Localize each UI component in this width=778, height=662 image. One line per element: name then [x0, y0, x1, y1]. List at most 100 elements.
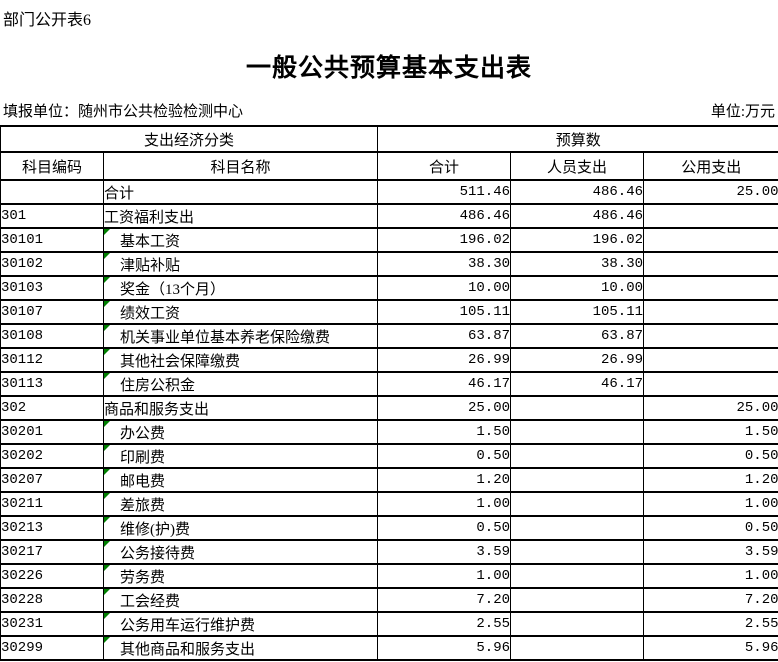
- cell-public: [643, 275, 778, 301]
- doc-label: 部门公开表6: [3, 12, 92, 29]
- cell-total: 2.55: [377, 611, 512, 637]
- cell-public: 1.00: [643, 563, 778, 589]
- cell-total: 46.17: [377, 371, 512, 397]
- cell-subject-name: 基本工资: [102, 227, 379, 253]
- cell-subject-code: 30231: [0, 611, 104, 637]
- cell-public: 3.59: [643, 539, 778, 565]
- table-row: 30113 住房公积金 46.17 46.17: [0, 371, 778, 397]
- table-row: 30228 工会经费 7.20 7.20: [0, 587, 778, 613]
- cell-total: 196.02: [377, 227, 512, 253]
- cell-subject-code: 30113: [0, 371, 104, 397]
- table-row: 30202 印刷费 0.50 0.50: [0, 443, 778, 469]
- cell-subject-code: 30201: [0, 419, 104, 445]
- cell-public: 0.50: [643, 515, 778, 541]
- cell-personnel: [510, 467, 645, 493]
- cell-subject-name: 奖金（13个月）: [102, 275, 379, 301]
- table-header: 支出经济分类 预算数 科目编码 科目名称 合计 人员支出 公用支出: [0, 125, 778, 181]
- cell-total: 5.96: [377, 635, 512, 661]
- cell-subject-code: 30213: [0, 515, 104, 541]
- cell-public: 25.00: [643, 179, 778, 205]
- cell-subject-name: 工资福利支出: [102, 203, 379, 229]
- table-row: 30103 奖金（13个月） 10.00 10.00: [0, 275, 778, 301]
- cell-personnel: [510, 611, 645, 637]
- cell-personnel: 63.87: [510, 323, 645, 349]
- cell-subject-code: 30103: [0, 275, 104, 301]
- header-group-row: 支出经济分类 预算数: [0, 125, 778, 153]
- cell-personnel: [510, 443, 645, 469]
- cell-subject-name: 差旅费: [102, 491, 379, 517]
- table-row: 30299 其他商品和服务支出 5.96 5.96: [0, 635, 778, 661]
- table-row: 302 商品和服务支出 25.00 25.00: [0, 395, 778, 421]
- cell-subject-code: 30207: [0, 467, 104, 493]
- header-public-expenditure: 公用支出: [643, 151, 778, 181]
- page-title: 一般公共预算基本支出表: [245, 55, 532, 82]
- cell-subject-name: 商品和服务支出: [102, 395, 379, 421]
- cell-public: 7.20: [643, 587, 778, 613]
- cell-total: 1.50: [377, 419, 512, 445]
- cell-personnel: 486.46: [510, 203, 645, 229]
- table-row: 30112 其他社会保障缴费 26.99 26.99: [0, 347, 778, 373]
- cell-subject-code: 30299: [0, 635, 104, 661]
- header-personnel-expenditure: 人员支出: [510, 151, 645, 181]
- cell-public: [643, 227, 778, 253]
- cell-subject-name: 公务接待费: [102, 539, 379, 565]
- cell-subject-code: 30107: [0, 299, 104, 325]
- cell-total: 7.20: [377, 587, 512, 613]
- cell-public: [643, 251, 778, 277]
- table-row: 30213 维修(护)费 0.50 0.50: [0, 515, 778, 541]
- cell-public: 1.20: [643, 467, 778, 493]
- cell-subject-code: 30228: [0, 587, 104, 613]
- cell-public: 0.50: [643, 443, 778, 469]
- cell-total: 1.00: [377, 563, 512, 589]
- header-total: 合计: [377, 151, 512, 181]
- cell-public: [643, 203, 778, 229]
- cell-subject-name: 公务用车运行维护费: [102, 611, 379, 637]
- header-expenditure-classification: 支出经济分类: [0, 125, 379, 153]
- cell-subject-code: 30108: [0, 323, 104, 349]
- cell-subject-code: 30202: [0, 443, 104, 469]
- cell-subject-name: 办公费: [102, 419, 379, 445]
- cell-subject-name: 劳务费: [102, 563, 379, 589]
- cell-subject-name: 其他社会保障缴费: [102, 347, 379, 373]
- cell-personnel: [510, 587, 645, 613]
- cell-subject-code: [0, 179, 104, 205]
- header-subject-code: 科目编码: [0, 151, 104, 181]
- cell-total: 63.87: [377, 323, 512, 349]
- meta-row: 填报单位：随州市公共检验检测中心 单位:万元: [3, 100, 775, 121]
- cell-subject-code: 30101: [0, 227, 104, 253]
- table-row: 30101 基本工资 196.02 196.02: [0, 227, 778, 253]
- table-row: 30211 差旅费 1.00 1.00: [0, 491, 778, 517]
- cell-personnel: 38.30: [510, 251, 645, 277]
- cell-total: 486.46: [377, 203, 512, 229]
- budget-table: 支出经济分类 预算数 科目编码 科目名称 合计 人员支出 公用支出 合计 511…: [0, 125, 778, 661]
- cell-subject-code: 301: [0, 203, 104, 229]
- cell-personnel: [510, 563, 645, 589]
- table-row: 30226 劳务费 1.00 1.00: [0, 563, 778, 589]
- cell-personnel: 105.11: [510, 299, 645, 325]
- cell-total: 3.59: [377, 539, 512, 565]
- table-row: 30102 津贴补贴 38.30 38.30: [0, 251, 778, 277]
- cell-subject-name: 印刷费: [102, 443, 379, 469]
- cell-subject-code: 30226: [0, 563, 104, 589]
- cell-public: 1.00: [643, 491, 778, 517]
- cell-personnel: 10.00: [510, 275, 645, 301]
- header-subject-name: 科目名称: [102, 151, 379, 181]
- cell-public: [643, 299, 778, 325]
- cell-subject-name: 住房公积金: [102, 371, 379, 397]
- cell-total: 25.00: [377, 395, 512, 421]
- reporting-unit-label: 填报单位：随州市公共检验检测中心: [3, 104, 244, 120]
- cell-personnel: [510, 635, 645, 661]
- cell-total: 0.50: [377, 515, 512, 541]
- cell-public: 25.00: [643, 395, 778, 421]
- cell-total: 38.30: [377, 251, 512, 277]
- cell-subject-code: 30102: [0, 251, 104, 277]
- cell-total: 1.00: [377, 491, 512, 517]
- cell-total: 511.46: [377, 179, 512, 205]
- cell-personnel: 196.02: [510, 227, 645, 253]
- unit-note-label: 单位:万元: [710, 104, 775, 120]
- cell-personnel: [510, 515, 645, 541]
- cell-public: [643, 371, 778, 397]
- table-row: 合计 511.46 486.46 25.00: [0, 179, 778, 205]
- cell-subject-code: 302: [0, 395, 104, 421]
